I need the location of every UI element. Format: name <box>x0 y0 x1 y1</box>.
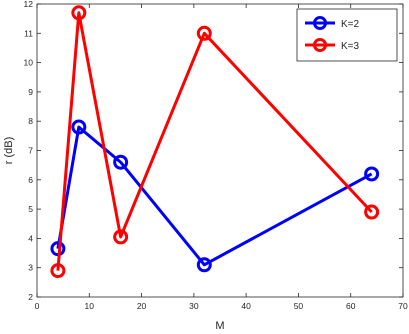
series-k-3 <box>50 5 380 279</box>
y-tick-label: 8 <box>28 116 33 126</box>
x-tick-label: 70 <box>398 301 408 311</box>
x-tick-label: 20 <box>137 301 147 311</box>
data-point <box>71 119 87 135</box>
x-axis-label: M <box>215 320 224 332</box>
x-tick-label: 0 <box>35 301 40 311</box>
data-point <box>113 154 129 170</box>
legend-marker <box>313 16 327 30</box>
data-point <box>50 263 66 279</box>
y-tick-label: 12 <box>24 0 34 9</box>
legend-item: K=3 <box>305 38 360 52</box>
y-tick-label: 6 <box>28 175 33 185</box>
data-point <box>71 5 87 21</box>
x-tick-label: 50 <box>294 301 304 311</box>
data-point <box>196 25 212 41</box>
y-tick-label: 5 <box>28 204 33 214</box>
data-point <box>364 204 380 220</box>
x-tick-label: 60 <box>346 301 356 311</box>
data-point <box>113 229 129 245</box>
legend-label: K=2 <box>341 19 360 30</box>
y-axis-label: r (dB) <box>3 137 15 165</box>
data-point <box>196 257 212 273</box>
plot-frame <box>36 3 404 298</box>
series-line <box>56 125 373 267</box>
legend: K=2 K=3 <box>296 8 398 62</box>
data-point <box>364 166 380 182</box>
y-tick-label: 3 <box>28 263 33 273</box>
y-tick-label: 11 <box>24 28 33 38</box>
x-tick-label: 30 <box>189 301 199 311</box>
series-line <box>56 11 373 271</box>
y-tick-label: 7 <box>28 146 33 156</box>
y-tick-label: 10 <box>24 58 34 68</box>
y-tick-label: 9 <box>28 87 33 97</box>
legend-item: K=2 <box>305 16 360 30</box>
y-tick-label: 2 <box>28 292 33 302</box>
series-layer <box>50 5 380 279</box>
legend-label: K=3 <box>341 41 360 52</box>
x-tick-label: 40 <box>241 301 251 311</box>
y-tick-label: 4 <box>28 233 33 243</box>
legend-box <box>296 8 398 62</box>
x-tick-label: 10 <box>85 301 95 311</box>
legend-marker <box>313 38 327 52</box>
